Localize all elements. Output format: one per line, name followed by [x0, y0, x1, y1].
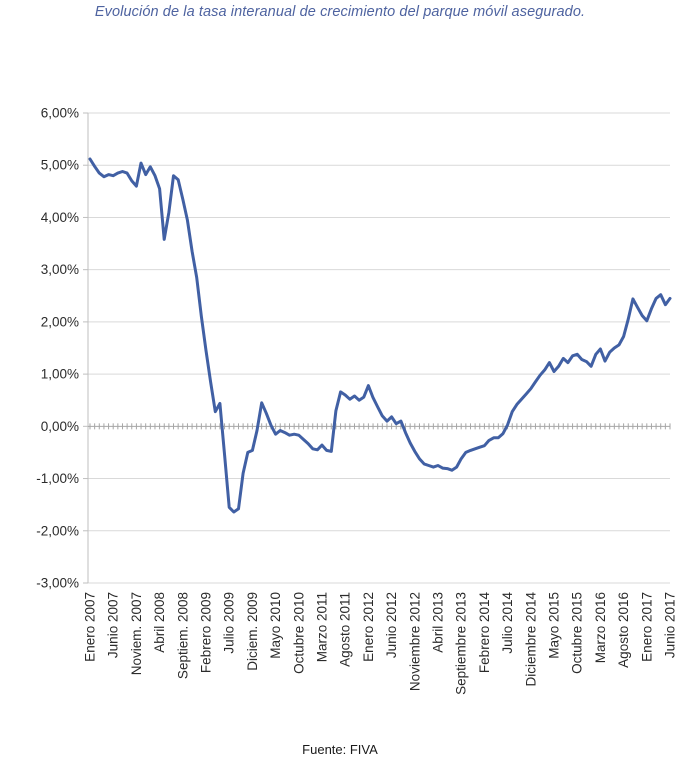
y-tick-label: -1,00%	[36, 471, 79, 486]
x-tick-label: Octubre 2010	[291, 592, 306, 674]
x-tick-label: Febrero 2014	[477, 592, 492, 674]
x-tick-label: Noviem. 2007	[129, 592, 144, 675]
x-tick-label: Marzo 2011	[315, 592, 330, 662]
source-note: Fuente: FIVA	[302, 742, 378, 757]
x-tick-label: Marzo 2016	[593, 592, 608, 663]
data-line-series	[88, 157, 672, 514]
x-tick-label: Octubre 2015	[570, 592, 585, 674]
x-tick-label: Julio 2009	[222, 592, 237, 654]
x-tick-label: Enero 2007	[83, 592, 98, 662]
x-tick-label: Agosto 2011	[338, 592, 353, 667]
y-tick-label: 6,00%	[41, 106, 79, 121]
x-tick-label: Julio 2014	[500, 592, 515, 654]
x-tick-label: Agosto 2016	[616, 592, 631, 668]
x-tick-label: Septiembre 2013	[454, 592, 469, 695]
y-tick-label: 3,00%	[41, 262, 79, 277]
x-tick-label: Mayo 2015	[547, 592, 562, 659]
x-tick-label: Junio 2007	[106, 592, 121, 658]
x-tick-label: Diciembre 2014	[523, 592, 538, 687]
x-tick-label: Junio 2017	[663, 592, 678, 658]
y-tick-label: 5,00%	[41, 158, 79, 173]
chart-title: Evolución de la tasa interanual de creci…	[94, 4, 586, 20]
x-tick-label: Abril 2008	[152, 592, 167, 653]
y-tick-label: 1,00%	[41, 367, 79, 382]
y-tick-label: 2,00%	[41, 314, 79, 329]
y-tick-label: -2,00%	[36, 523, 79, 538]
y-tick-label: 4,00%	[41, 210, 79, 225]
y-tick-label: 0,00%	[41, 419, 79, 434]
x-tick-label: Enero 2012	[361, 592, 376, 662]
x-tick-label: Febrero 2009	[199, 592, 214, 673]
x-tick-label: Junio 2012	[384, 592, 399, 658]
x-tick-label: Noviembre 2012	[407, 592, 422, 691]
y-tick-label: -3,00%	[36, 576, 79, 591]
x-tick-label: Septiem. 2008	[175, 592, 190, 679]
x-tick-label: Abril 2013	[431, 592, 446, 653]
x-tick-label: Diciem. 2009	[245, 592, 260, 671]
x-tick-label: Mayo 2010	[268, 592, 283, 659]
x-tick-label: Enero 2017	[639, 592, 654, 662]
